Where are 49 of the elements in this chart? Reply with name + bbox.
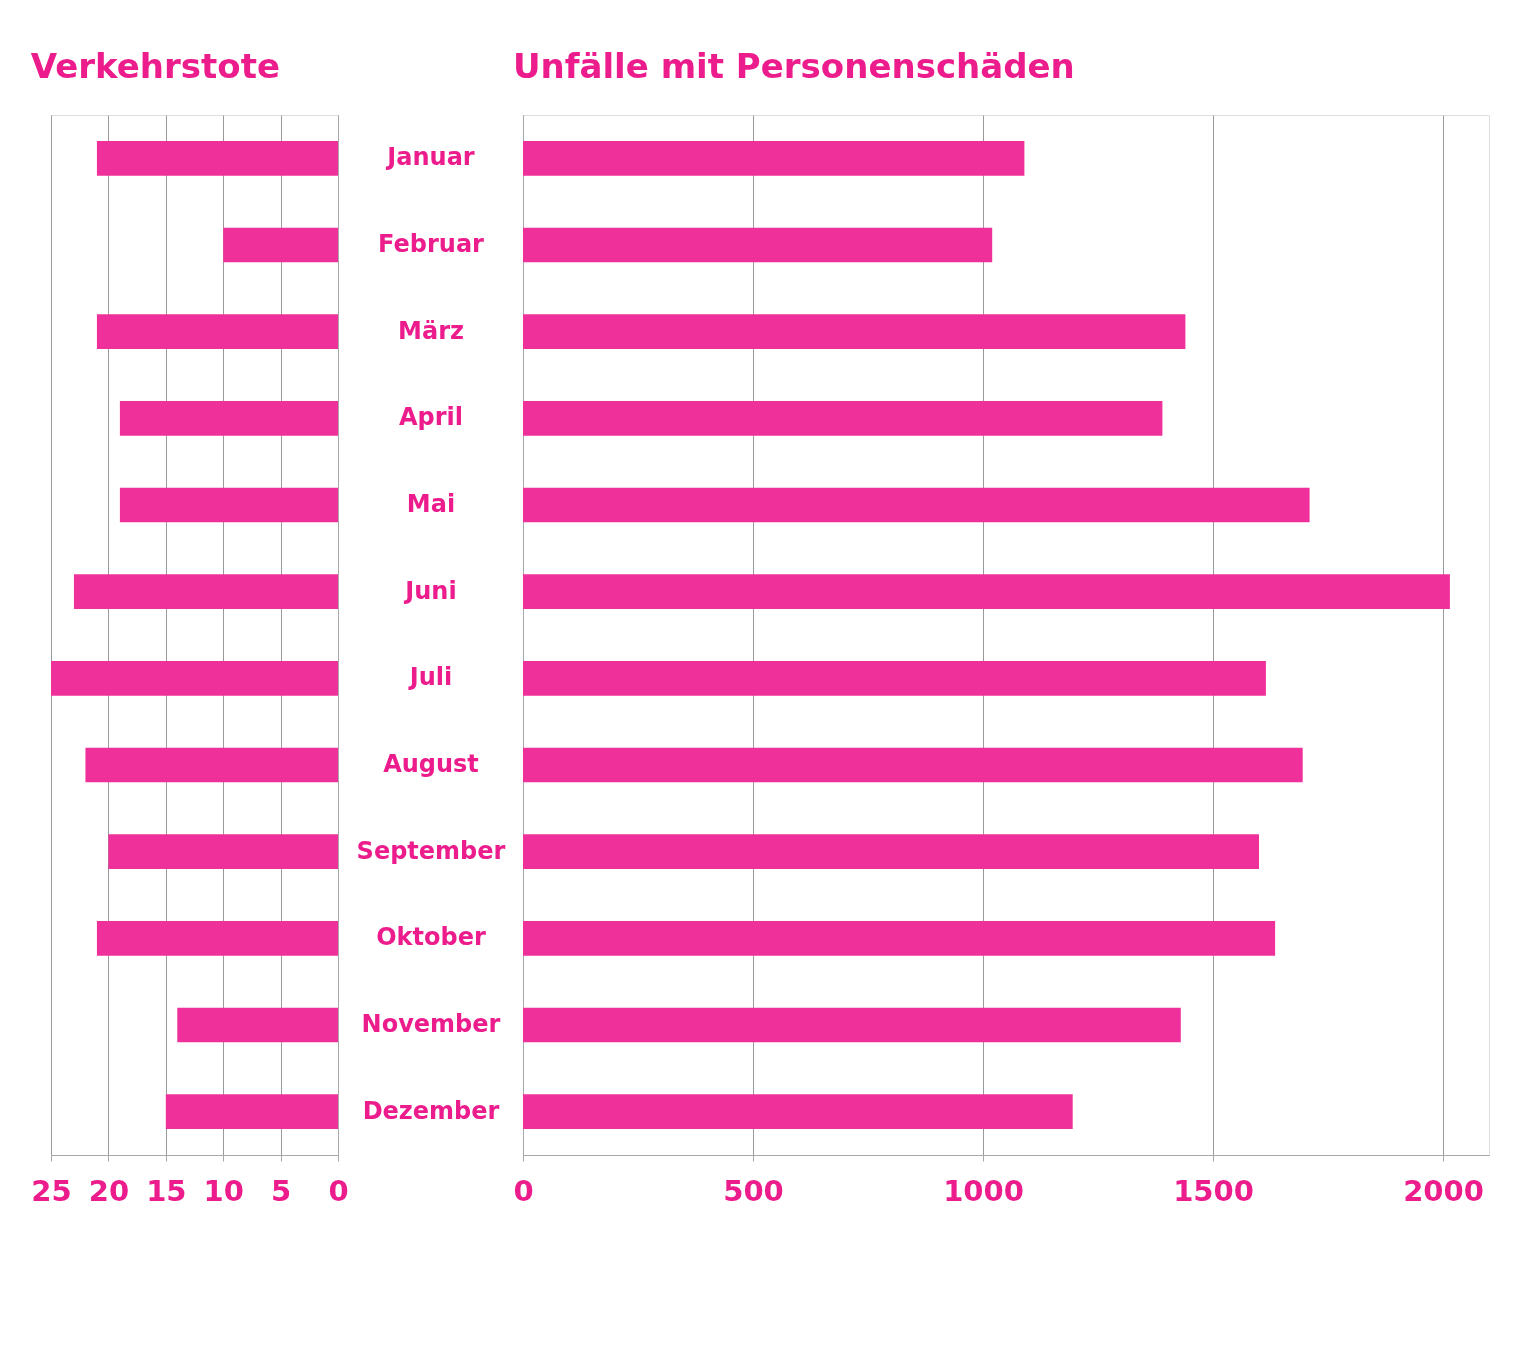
bar <box>73 574 338 609</box>
y-tick-label: Dezember <box>362 1096 500 1125</box>
bar <box>177 1007 338 1043</box>
x-tick-label: 500 <box>723 1173 784 1208</box>
x-tick-label: 0 <box>328 1173 349 1208</box>
y-tick-label: September <box>356 836 506 865</box>
bar <box>523 747 1303 783</box>
bar <box>523 141 1025 176</box>
y-tick-label: Februar <box>378 230 485 258</box>
bar <box>523 661 1266 696</box>
bar <box>523 574 1450 609</box>
chart-title: Verkehrstote <box>30 46 281 86</box>
bar <box>85 747 338 783</box>
y-tick-label: November <box>361 1010 501 1038</box>
x-tick-label: 25 <box>31 1173 72 1208</box>
bar <box>96 921 338 956</box>
y-tick-label: Oktober <box>376 923 486 952</box>
x-tick-label: 15 <box>146 1173 187 1208</box>
bar <box>119 401 338 436</box>
y-tick-label: August <box>383 750 479 778</box>
chart-title: Unfälle mit Personenschäden <box>512 46 1075 86</box>
bar <box>523 401 1163 436</box>
x-tick-label: 2000 <box>1403 1173 1484 1208</box>
x-tick-label: 10 <box>203 1173 244 1208</box>
bar <box>523 314 1186 349</box>
bar <box>108 834 338 869</box>
bar <box>523 227 993 263</box>
bar <box>523 834 1259 869</box>
x-tick-label: 5 <box>271 1173 292 1208</box>
y-tick-label: Juli <box>407 663 453 692</box>
y-tick-label: März <box>398 316 464 345</box>
bar <box>523 1094 1073 1129</box>
y-tick-label: Januar <box>385 143 475 172</box>
x-tick-label: 1000 <box>943 1173 1024 1208</box>
bar <box>523 1007 1181 1043</box>
x-tick-label: 20 <box>88 1173 130 1208</box>
y-tick-label: April <box>398 403 464 432</box>
y-tick-label: Juni <box>403 576 457 605</box>
bar <box>96 314 338 349</box>
x-tick-label: 0 <box>513 1173 534 1208</box>
y-tick-label: Mai <box>406 490 456 518</box>
bar <box>523 921 1276 956</box>
bar <box>119 487 338 523</box>
bar <box>51 661 338 696</box>
bar <box>96 141 338 176</box>
bar <box>523 487 1310 523</box>
bar <box>223 227 338 263</box>
x-tick-label: 1500 <box>1173 1173 1254 1208</box>
bar <box>165 1094 338 1129</box>
